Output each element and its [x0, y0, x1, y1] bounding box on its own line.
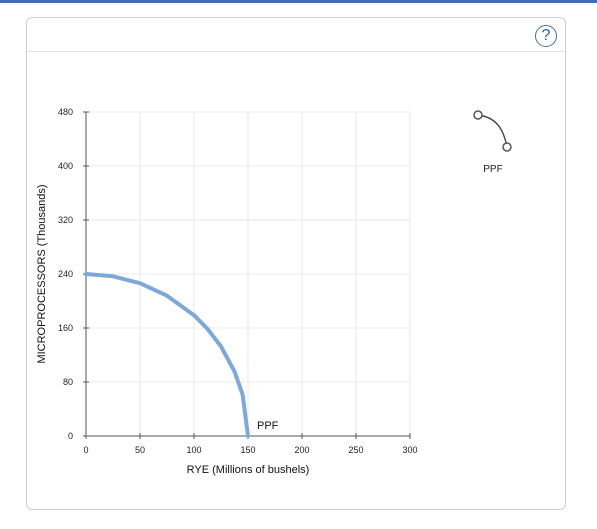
y-tick-label: 80 — [63, 377, 73, 387]
curve-tool-label: PPF — [483, 164, 502, 175]
curve-tool[interactable]: PPF — [473, 110, 512, 175]
y-tick-label: 240 — [58, 269, 73, 279]
x-tick-label: 250 — [348, 445, 363, 455]
x-tick-label: 150 — [240, 445, 255, 455]
curve-tool-icon[interactable] — [477, 114, 508, 148]
x-tick-label: 100 — [186, 445, 201, 455]
y-axis-title: MICROPROCESSORS (Thousands) — [36, 184, 48, 363]
ticks: 0 50 100 150 200 250 300 0 80 160 240 320 400 480 — [58, 107, 418, 455]
grid — [86, 111, 411, 436]
y-tick-label: 160 — [58, 323, 73, 333]
x-tick-label: 50 — [135, 445, 145, 455]
graph-panel: ? — [26, 17, 566, 510]
x-tick-label: 300 — [402, 445, 417, 455]
panel-header: ? — [27, 18, 565, 52]
help-button[interactable]: ? — [535, 25, 557, 47]
curve-tool-start-handle[interactable] — [473, 110, 483, 120]
x-tick-label: 0 — [83, 445, 88, 455]
ppf-curve[interactable] — [84, 272, 250, 438]
curve-tool-end-handle[interactable] — [502, 142, 512, 152]
y-tick-label: 0 — [68, 431, 73, 441]
y-tick-label: 480 — [58, 107, 73, 117]
y-tick-label: 400 — [58, 161, 73, 171]
question-circle-icon: ? — [541, 27, 551, 44]
y-tick-label: 320 — [58, 215, 73, 225]
x-tick-label: 200 — [294, 445, 309, 455]
ppf-curve-label: PPF — [257, 420, 279, 432]
top-strip — [0, 0, 597, 3]
x-axis-title: RYE (Millions of bushels) — [187, 464, 310, 476]
